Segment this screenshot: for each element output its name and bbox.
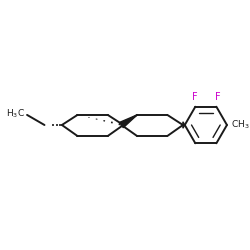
- Polygon shape: [183, 122, 185, 128]
- Text: CH$_3$: CH$_3$: [230, 119, 249, 131]
- Text: H$_3$C: H$_3$C: [6, 108, 25, 120]
- Polygon shape: [120, 115, 137, 128]
- Text: F: F: [192, 92, 197, 102]
- Text: F: F: [214, 92, 220, 102]
